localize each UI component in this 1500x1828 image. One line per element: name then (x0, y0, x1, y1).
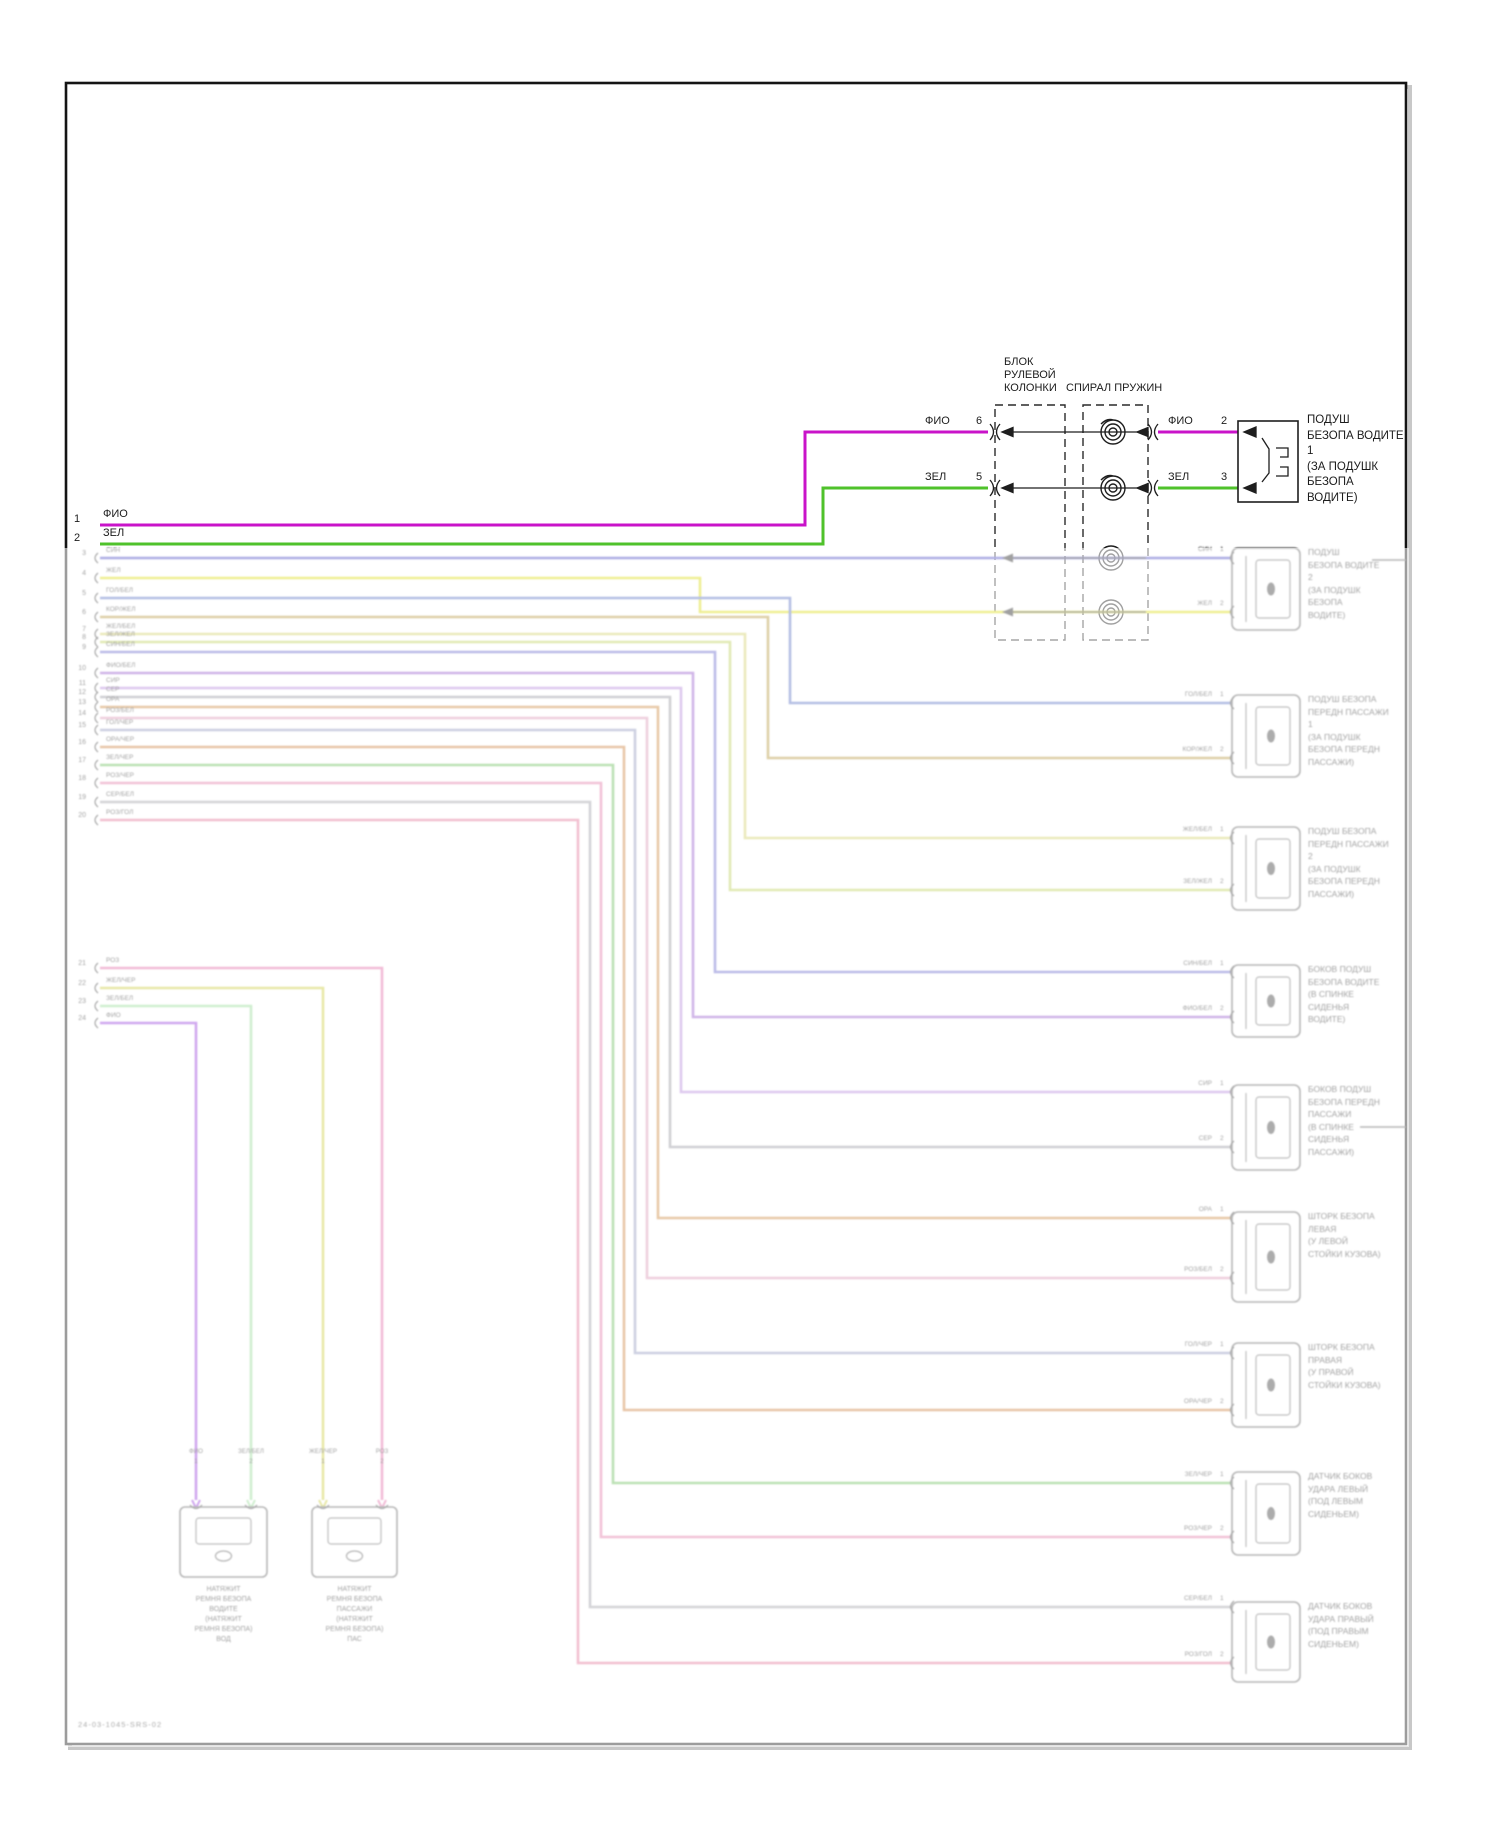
block-label-line1: БЛОК (1004, 356, 1034, 368)
wire-zel-label-mid: ЗЕЛ (925, 471, 947, 483)
wire-fio-label-right: ФИО (1168, 415, 1193, 427)
block-label-line2: РУЛЕВОЙ (1004, 369, 1056, 381)
wire-fio-label-mid: ФИО (925, 415, 950, 427)
driver-airbag-label-line: 1 (1307, 445, 1314, 457)
circuit-number-2: 2 (74, 532, 81, 544)
driver-airbag-label-line: (ЗА ПОДУШК (1307, 460, 1379, 473)
circuit-number-1: 1 (74, 513, 81, 525)
wire-fio-pin-6: 6 (976, 415, 983, 427)
spiral-spring-label: СПИРАЛ ПРУЖИН (1066, 382, 1163, 394)
block-label-line3: КОЛОНКИ (1004, 382, 1057, 394)
wire-zel-pin-5: 5 (976, 471, 983, 483)
driver-airbag-label-line: ВОДИТЕ) (1307, 491, 1358, 504)
wire-zel-color-label-left: ЗЕЛ (103, 527, 125, 539)
wire-zel-label-right: ЗЕЛ (1168, 471, 1190, 483)
driver-airbag-label-line: ПОДУШ (1307, 414, 1350, 426)
driver-airbag-label-line: БЕЗОПА ВОДИТЕ (1307, 429, 1404, 442)
wire-fio-color-label-left: ФИО (103, 508, 128, 520)
wire-fio-pin-2: 2 (1221, 415, 1228, 427)
wire-zel-pin-3: 3 (1221, 471, 1228, 483)
driver-airbag-label-line: БЕЗОПА (1307, 476, 1354, 488)
faded-wash-overlay (64, 548, 1409, 1747)
